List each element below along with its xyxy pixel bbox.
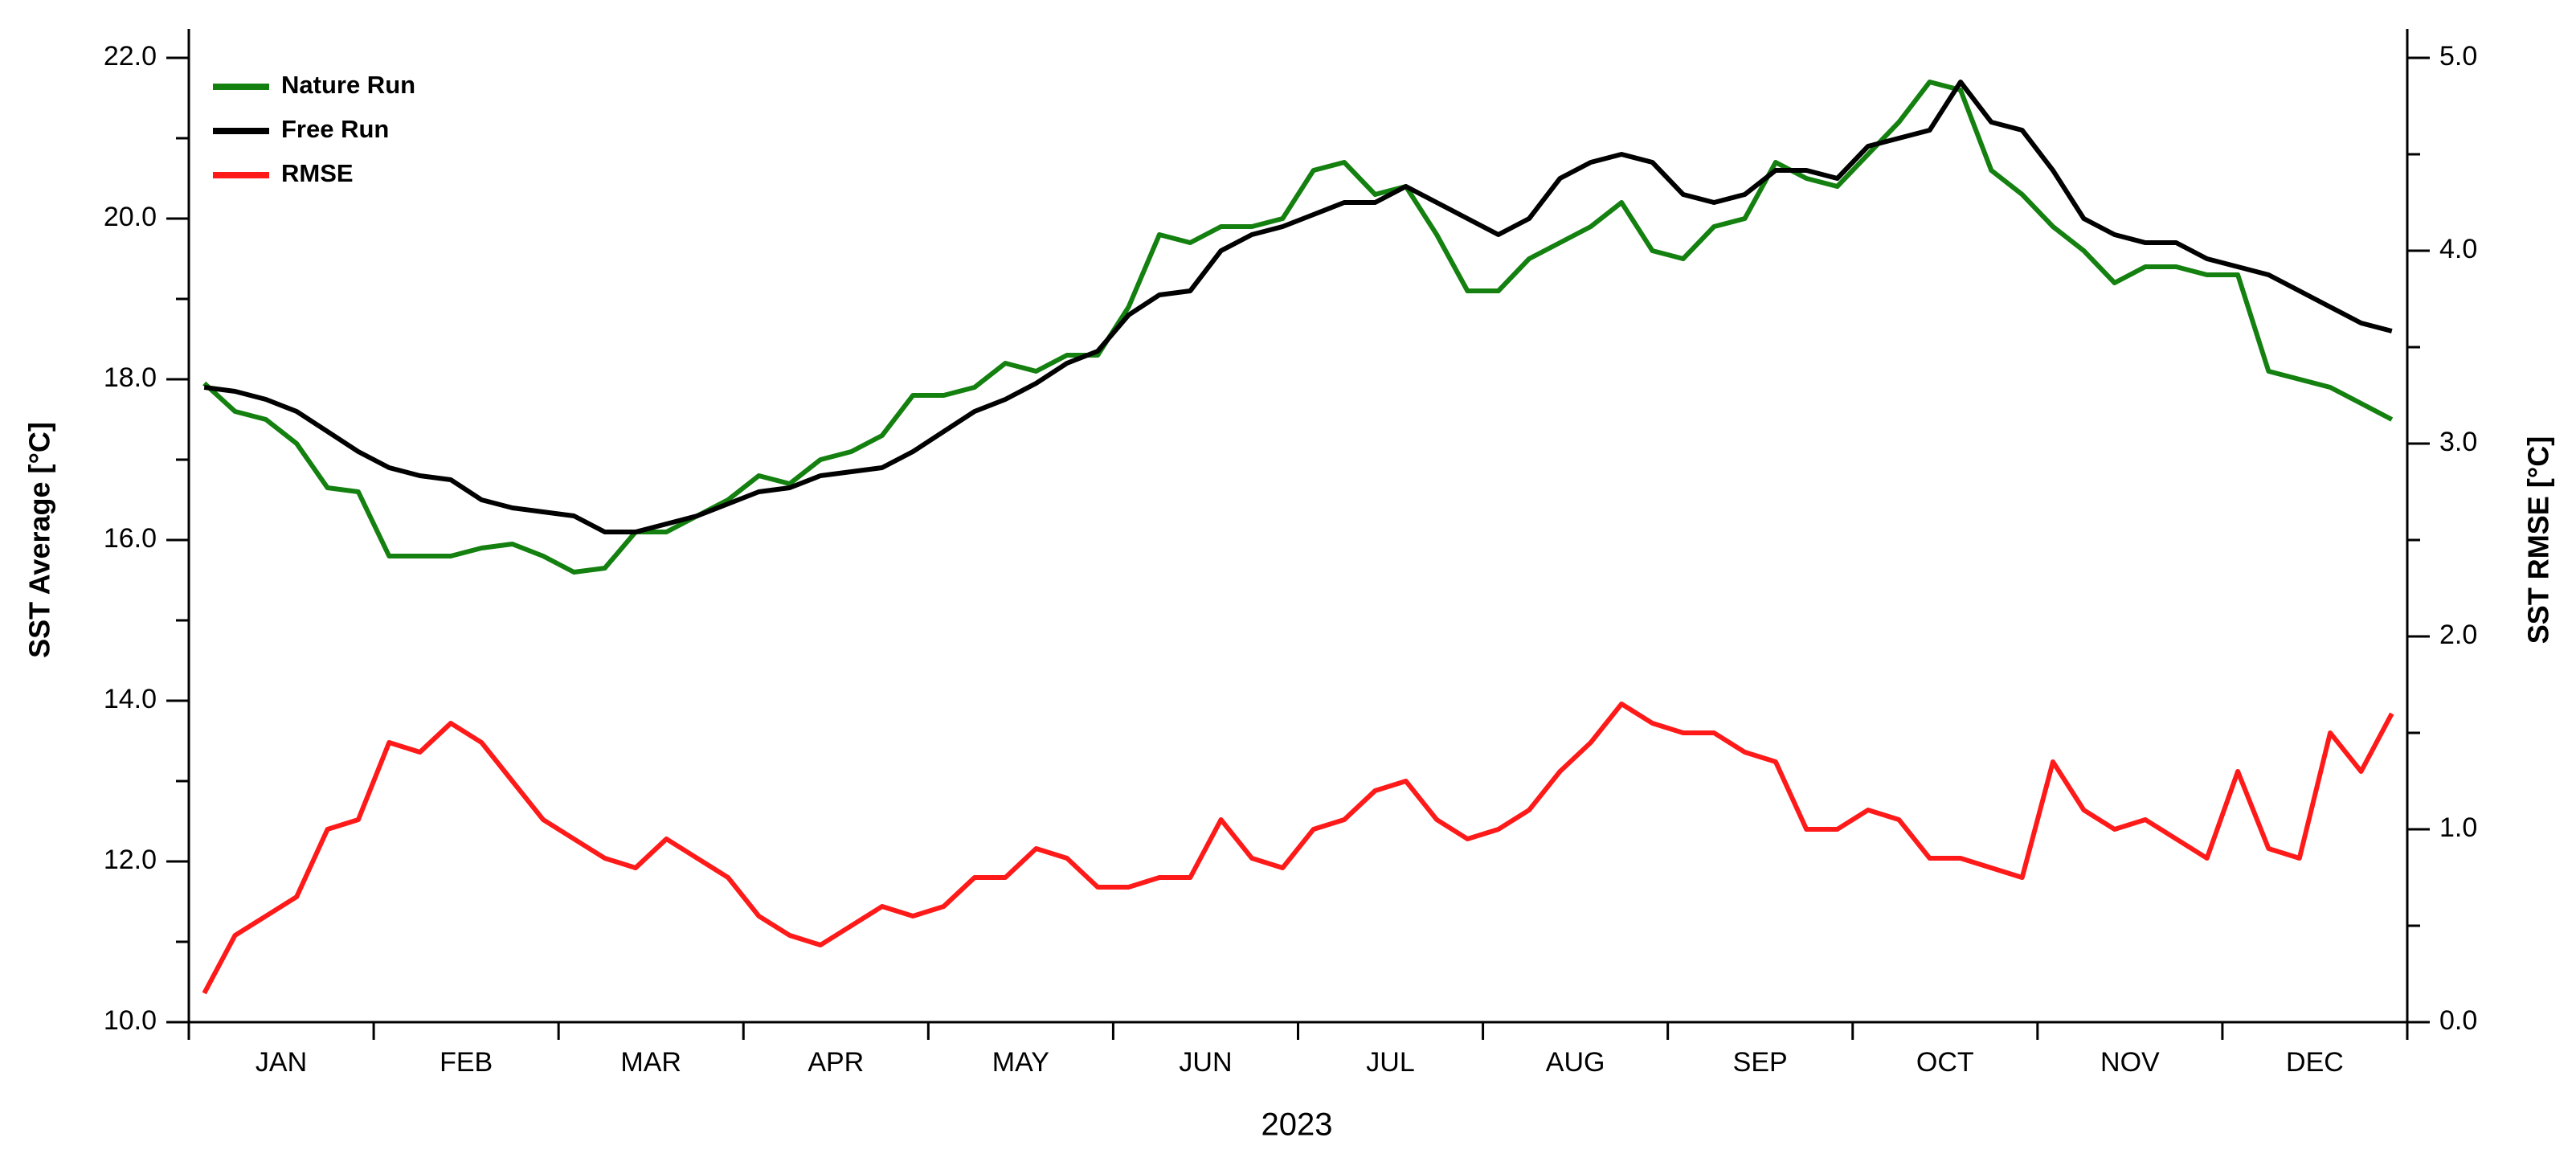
yticks-label: 18.0 xyxy=(104,362,157,393)
x-tick-label: DEC xyxy=(2286,1047,2344,1078)
x-tick-label: JAN xyxy=(256,1047,307,1078)
x-tick-label: FEB xyxy=(440,1047,493,1078)
yticks-label: 22.0 xyxy=(104,41,157,72)
y2ticks-label: 3.0 xyxy=(2439,427,2477,457)
yticks-label: 12.0 xyxy=(104,845,157,875)
legend-label: Nature Run xyxy=(281,71,415,99)
x-tick-label: JUL xyxy=(1366,1047,1414,1078)
series-line xyxy=(203,80,2393,534)
x-tick-label: NOV xyxy=(2100,1047,2160,1078)
x-tick-label: MAY xyxy=(992,1047,1049,1078)
y2ticks-label: 2.0 xyxy=(2439,620,2477,650)
series-line xyxy=(202,80,2394,575)
y2ticks-label: 5.0 xyxy=(2439,41,2477,72)
x-tick-label: APR xyxy=(808,1047,864,1078)
x-tick-label: OCT xyxy=(1916,1047,1974,1078)
legend-label: Free Run xyxy=(281,115,389,143)
x-tick-label: MAR xyxy=(620,1047,681,1078)
y2-axis-title: SST RMSE [°C] xyxy=(2522,436,2555,644)
x-tick-label: JUN xyxy=(1179,1047,1232,1078)
y-axis-title: SST Average [°C] xyxy=(23,422,56,658)
y2ticks-label: 4.0 xyxy=(2439,234,2477,264)
y2ticks-label: 0.0 xyxy=(2439,1005,2477,1036)
x-tick-label: SEP xyxy=(1733,1047,1788,1078)
x-tick-label: AUG xyxy=(1546,1047,1605,1078)
series-line xyxy=(202,702,2394,995)
yticks-label: 16.0 xyxy=(104,523,157,554)
yticks-label: 10.0 xyxy=(104,1005,157,1036)
legend-label: RMSE xyxy=(281,159,354,187)
x-axis-title: 2023 xyxy=(1261,1107,1333,1143)
yticks-label: 14.0 xyxy=(104,684,157,714)
y2ticks-label: 1.0 xyxy=(2439,812,2477,843)
yticks-label: 20.0 xyxy=(104,202,157,232)
